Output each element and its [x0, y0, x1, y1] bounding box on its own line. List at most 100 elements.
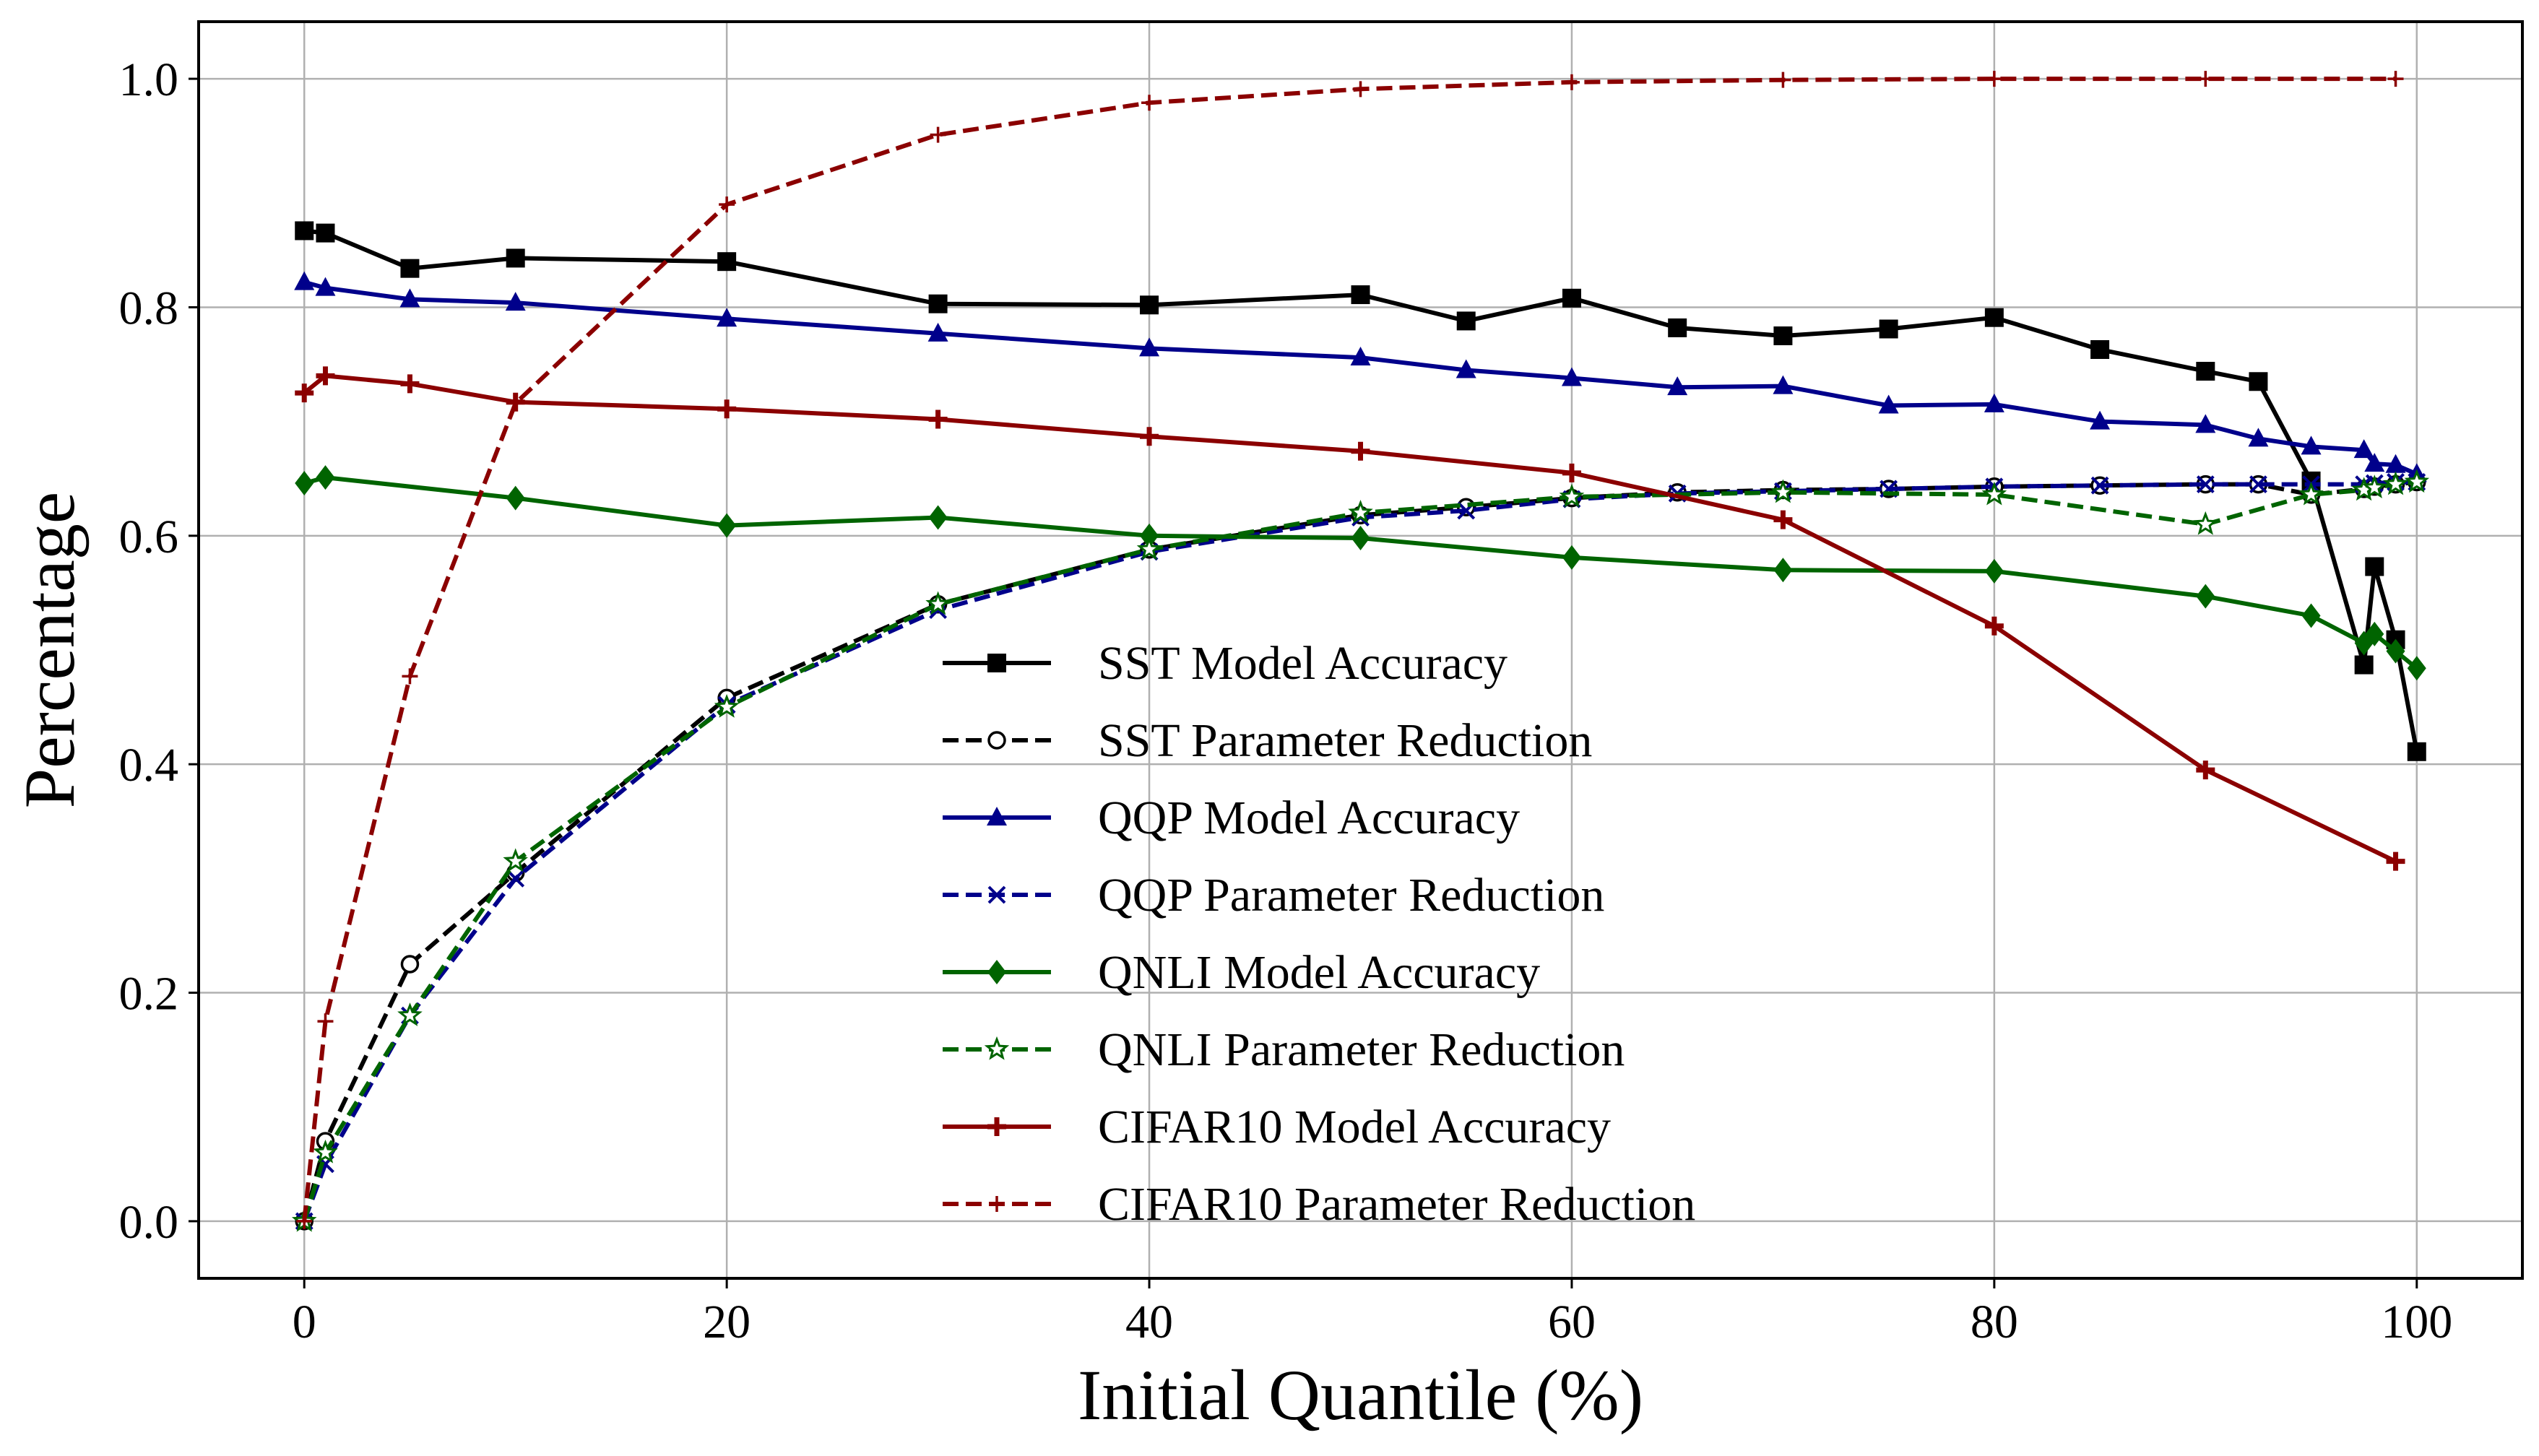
- data-point: [717, 399, 737, 419]
- data-point: [506, 869, 525, 888]
- data-point: [296, 1213, 313, 1229]
- y-tick-label: 0.2: [119, 968, 179, 1020]
- y-tick-label: 1.0: [119, 53, 179, 106]
- legend-label: CIFAR10 Model Accuracy: [1098, 1101, 1611, 1153]
- data-point: [400, 259, 420, 278]
- data-point: [717, 252, 737, 272]
- data-point: [1562, 463, 1581, 482]
- data-point: [2362, 474, 2387, 499]
- data-point: [930, 126, 946, 143]
- plot-frame: [197, 20, 2524, 1280]
- y-tick-label: 0.8: [119, 282, 179, 334]
- data-point: [2248, 428, 2269, 447]
- data-point: [507, 395, 524, 412]
- data-point: [1775, 72, 1791, 88]
- legend-label: SST Parameter Reduction: [1098, 714, 1592, 767]
- data-point: [1350, 347, 1371, 366]
- data-point: [2365, 621, 2384, 646]
- data-point: [316, 366, 335, 386]
- data-point: [316, 223, 335, 243]
- data-point: [2090, 476, 2109, 495]
- data-point: [2353, 439, 2374, 459]
- legend-marker-swatch: [984, 1036, 1010, 1060]
- data-point: [1984, 393, 2004, 412]
- data-point: [2386, 852, 2405, 871]
- data-point: [1559, 483, 1585, 508]
- data-point: [2090, 339, 2110, 359]
- data-point: [1773, 510, 1793, 529]
- data-point: [2196, 475, 2215, 494]
- legend-label: CIFAR10 Parameter Reduction: [1098, 1178, 1695, 1231]
- data-point: [2249, 372, 2268, 391]
- data-point: [2249, 475, 2267, 494]
- data-point: [1668, 318, 1687, 337]
- legend-label: SST Model Accuracy: [1098, 637, 1508, 690]
- data-point: [925, 591, 951, 615]
- data-point: [1562, 545, 1581, 570]
- y-axis-label: Percentage: [9, 492, 90, 809]
- data-point: [2407, 656, 2426, 681]
- data-point: [294, 271, 315, 290]
- x-tick-label: 0: [293, 1296, 316, 1348]
- series-qnli-parameter-reduction: [291, 469, 2430, 1232]
- y-tick-label: 0.0: [119, 1196, 179, 1249]
- series-line: [303, 280, 2418, 477]
- data-point: [1879, 319, 1898, 339]
- legend: SST Model Accuracy SST Parameter Reductio…: [943, 637, 1695, 1231]
- data-point: [2404, 469, 2430, 493]
- data-point: [2298, 481, 2324, 506]
- legend-entry: QQP Parameter Reduction: [943, 869, 1604, 922]
- data-point: [295, 221, 314, 240]
- data-point: [719, 196, 735, 213]
- data-point: [1139, 337, 1160, 357]
- data-point: [2196, 584, 2215, 609]
- data-point: [1140, 295, 1159, 315]
- legend-marker-swatch: [987, 885, 1006, 904]
- series-qnli-model-accuracy: [295, 465, 2426, 681]
- data-point: [1984, 558, 2004, 584]
- data-point: [295, 471, 314, 496]
- data-point: [506, 485, 525, 511]
- x-tick-label: 40: [1125, 1296, 1173, 1348]
- data-point: [714, 693, 740, 718]
- data-point: [928, 505, 948, 530]
- data-point: [1352, 81, 1369, 98]
- data-point: [1770, 479, 1796, 503]
- data-series: [291, 71, 2430, 1232]
- data-point: [2197, 71, 2214, 87]
- y-tick-label: 0.4: [119, 739, 179, 792]
- y-tick-label: 0.6: [119, 511, 179, 563]
- data-point: [1878, 394, 1899, 414]
- x-tick-label: 60: [1548, 1296, 1596, 1348]
- legend-marker-swatch: [989, 1196, 1005, 1212]
- legend-label: QNLI Model Accuracy: [1098, 946, 1540, 999]
- data-point: [2193, 511, 2218, 535]
- series-sst-model-accuracy: [295, 221, 2426, 761]
- legend-marker-swatch: [987, 807, 1007, 826]
- data-point: [1456, 311, 1476, 331]
- data-point: [1563, 74, 1580, 90]
- legend-entry: SST Model Accuracy: [943, 637, 1508, 690]
- data-point: [928, 410, 948, 429]
- legend-entry: CIFAR10 Parameter Reduction: [943, 1178, 1695, 1231]
- data-point: [928, 294, 948, 313]
- data-point: [717, 513, 737, 538]
- legend-entry: CIFAR10 Model Accuracy: [943, 1101, 1611, 1153]
- data-point: [1984, 308, 2004, 327]
- data-point: [1351, 441, 1370, 461]
- legend-marker-swatch: [987, 731, 1006, 750]
- series-line: [303, 228, 2419, 753]
- data-point: [2383, 471, 2408, 495]
- data-point: [1562, 288, 1581, 308]
- data-point: [399, 288, 420, 308]
- data-point: [2364, 453, 2385, 472]
- legend-marker-swatch: [987, 1117, 1006, 1136]
- data-point: [315, 277, 336, 296]
- data-point: [400, 955, 420, 974]
- x-tick-label: 80: [1971, 1296, 2018, 1348]
- data-point: [1981, 481, 2007, 506]
- data-point: [317, 1013, 334, 1030]
- data-point: [503, 848, 528, 872]
